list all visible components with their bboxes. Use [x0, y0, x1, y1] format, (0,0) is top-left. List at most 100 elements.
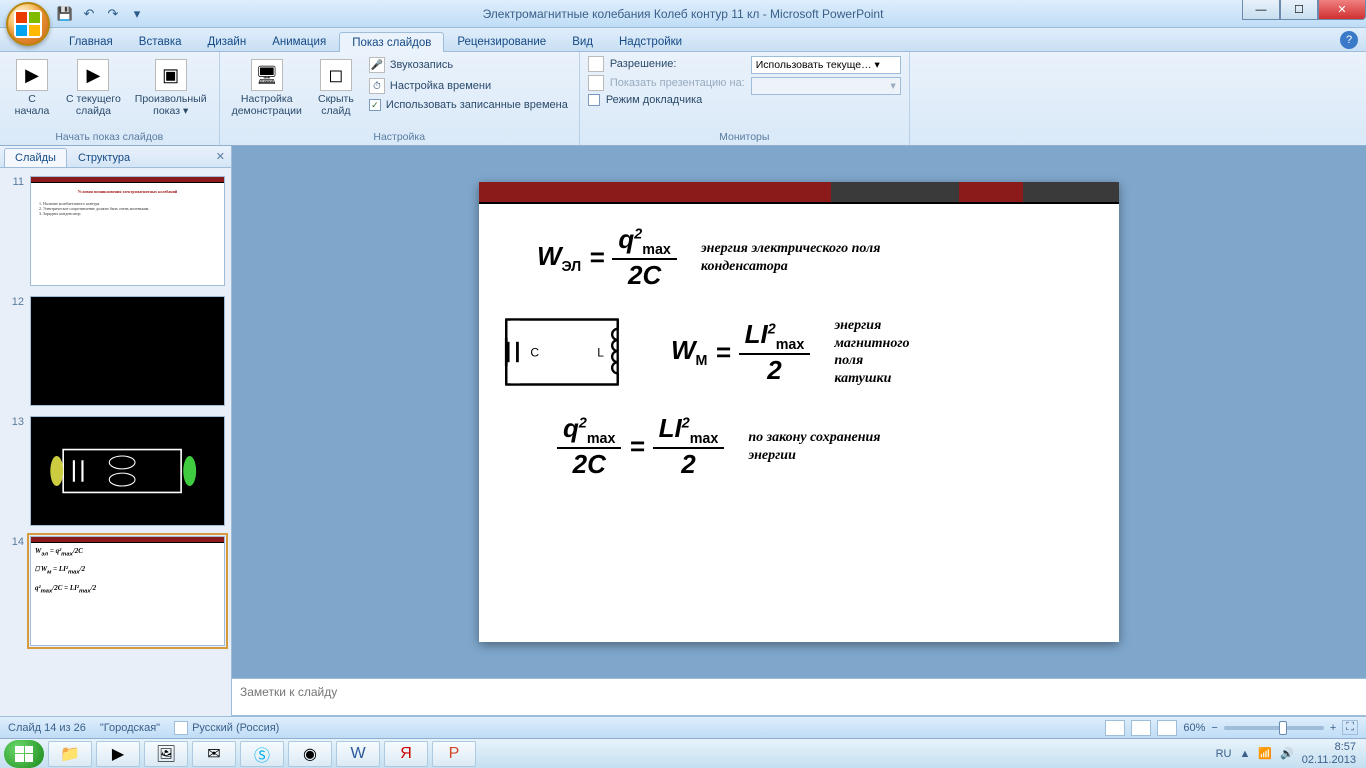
hide-slide-icon: ◻: [320, 59, 352, 91]
save-icon[interactable]: 💾: [56, 5, 74, 23]
tab-design[interactable]: Дизайн: [195, 31, 260, 51]
formula-electric-energy: WЭЛ = q2max 2C: [537, 224, 677, 291]
taskbar-chrome[interactable]: ◉: [288, 741, 332, 767]
slide-decorative-band: [479, 182, 1119, 204]
custom-show-button[interactable]: ▣ Произвольный показ ▾: [131, 56, 211, 120]
thumb-number: 13: [6, 416, 24, 526]
from-current-button[interactable]: ▶ С текущего слайда: [62, 56, 125, 120]
rehearse-timings-button[interactable]: ⏱ Настройка времени: [366, 77, 571, 95]
notes-pane[interactable]: [232, 678, 1366, 716]
sorter-view-button[interactable]: [1131, 720, 1151, 736]
slide-thumbnail-13[interactable]: [30, 416, 225, 526]
thumb-number: 11: [6, 176, 24, 286]
slide-position: Слайд 14 из 26: [8, 722, 86, 734]
titlebar: 💾 ↶ ↷ ▾ Электромагнитные колебания Колеб…: [0, 0, 1366, 28]
tray-flag-icon[interactable]: ▲: [1239, 748, 1250, 760]
zoom-out-button[interactable]: −: [1211, 722, 1217, 734]
office-button[interactable]: [6, 2, 50, 46]
play-icon: ▶: [16, 59, 48, 91]
slide: WЭЛ = q2max 2C энергия электрического по…: [479, 182, 1119, 642]
ribbon-group-setup: 🖥 Настройка демонстрации ◻ Скрыть слайд …: [220, 52, 580, 145]
slideshow-view-button[interactable]: [1157, 720, 1177, 736]
formula-conservation: q2max 2C = LI2max 2: [557, 413, 724, 480]
taskbar-mail[interactable]: ✉: [192, 741, 236, 767]
show-on-select[interactable]: ▾: [751, 77, 901, 95]
formula-label-3: по закону сохранения энергии: [748, 429, 880, 464]
normal-view-button[interactable]: [1105, 720, 1125, 736]
svg-text:L: L: [597, 346, 604, 360]
tab-home[interactable]: Главная: [56, 31, 126, 51]
tab-view[interactable]: Вид: [559, 31, 606, 51]
tray-lang[interactable]: RU: [1216, 748, 1232, 760]
undo-icon[interactable]: ↶: [80, 5, 98, 23]
thumbnail-list: 11 Условия возникновения электромагнитны…: [0, 168, 231, 716]
from-beginning-button[interactable]: ▶ С начала: [8, 56, 56, 120]
tab-addins[interactable]: Надстройки: [606, 31, 695, 51]
zoom-in-button[interactable]: +: [1330, 722, 1336, 734]
maximize-button[interactable]: ☐: [1280, 0, 1318, 20]
start-button[interactable]: [4, 740, 44, 768]
tab-insert[interactable]: Вставка: [126, 31, 195, 51]
panel-tabs: Слайды Структура ✕: [0, 146, 231, 168]
taskbar: 📁 ▶ 🖼 ✉ Ⓢ ◉ W Я P RU ▲ 📶 🔊 8:57 02.11.20…: [0, 738, 1366, 768]
fit-to-window-button[interactable]: ⛶: [1342, 720, 1358, 735]
microphone-icon: 🎤: [369, 57, 385, 73]
slide-thumbnail-12[interactable]: [30, 296, 225, 406]
status-bar: Слайд 14 из 26 "Городская" Русский (Росс…: [0, 716, 1366, 738]
tab-review[interactable]: Рецензирование: [444, 31, 559, 51]
thumb-row[interactable]: 13: [6, 416, 225, 526]
svg-text:C: C: [530, 346, 539, 360]
panel-tab-slides[interactable]: Слайды: [4, 148, 67, 167]
qat-dropdown-icon[interactable]: ▾: [128, 5, 146, 23]
notes-input[interactable]: [240, 685, 1358, 699]
taskbar-explorer[interactable]: 📁: [48, 741, 92, 767]
spellcheck-icon[interactable]: [174, 721, 188, 735]
minimize-button[interactable]: —: [1242, 0, 1280, 20]
setup-show-button[interactable]: 🖥 Настройка демонстрации: [228, 56, 306, 120]
zoom-slider-thumb[interactable]: [1279, 721, 1287, 735]
taskbar-mediaplayer[interactable]: ▶: [96, 741, 140, 767]
taskbar-app[interactable]: 🖼: [144, 741, 188, 767]
taskbar-skype[interactable]: Ⓢ: [240, 741, 284, 767]
resolution-label: Разрешение:: [610, 58, 677, 70]
zoom-slider[interactable]: [1224, 726, 1324, 730]
checkbox-icon: [588, 94, 600, 106]
taskbar-powerpoint[interactable]: P: [432, 741, 476, 767]
work-area: Слайды Структура ✕ 11 Условия возникнове…: [0, 146, 1366, 716]
formula-label-1: энергия электрического поля конденсатора: [701, 240, 881, 275]
ribbon-tabs: Главная Вставка Дизайн Анимация Показ сл…: [0, 28, 1366, 52]
tray-volume-icon[interactable]: 🔊: [1280, 747, 1294, 760]
panel-tab-outline[interactable]: Структура: [67, 148, 141, 167]
hide-slide-button[interactable]: ◻ Скрыть слайд: [312, 56, 360, 120]
help-button[interactable]: ?: [1340, 31, 1358, 49]
quick-access-toolbar: 💾 ↶ ↷ ▾: [56, 5, 146, 23]
tray-clock[interactable]: 8:57 02.11.2013: [1302, 741, 1356, 765]
tray-network-icon[interactable]: 📶: [1258, 747, 1272, 760]
windows-logo-icon: [15, 746, 33, 762]
panel-close-icon[interactable]: ✕: [216, 150, 225, 163]
presenter-view-checkbox[interactable]: Режим докладчика: [588, 94, 745, 106]
record-narration-button[interactable]: 🎤 Звукозапись: [366, 56, 571, 74]
main-view: WЭЛ = q2max 2C энергия электрического по…: [232, 146, 1366, 716]
group-label-monitors: Мониторы: [588, 129, 901, 143]
slide-canvas-area[interactable]: WЭЛ = q2max 2C энергия электрического по…: [232, 146, 1366, 678]
redo-icon[interactable]: ↷: [104, 5, 122, 23]
tab-slideshow[interactable]: Показ слайдов: [339, 32, 444, 52]
ribbon: ▶ С начала ▶ С текущего слайда ▣ Произво…: [0, 52, 1366, 146]
resolution-select[interactable]: Использовать текуще… ▾: [751, 56, 901, 74]
monitor-icon: [588, 56, 604, 72]
theme-name: "Городская": [100, 722, 160, 734]
taskbar-word[interactable]: W: [336, 741, 380, 767]
formula-label-2: энергия магнитного поля катушки: [834, 317, 909, 387]
thumb-row[interactable]: 11 Условия возникновения электромагнитны…: [6, 176, 225, 286]
close-button[interactable]: ✕: [1318, 0, 1366, 20]
thumb-row[interactable]: 14 Wэл = q²max/2C ⎕ Wм = LI²max/2 q²max/…: [6, 536, 225, 646]
slide-thumbnail-11[interactable]: Условия возникновения электромагнитных к…: [30, 176, 225, 286]
use-timings-checkbox[interactable]: ✓ Использовать записанные времена: [366, 98, 571, 112]
language-indicator[interactable]: Русский (Россия): [192, 722, 279, 734]
slides-panel: Слайды Структура ✕ 11 Условия возникнове…: [0, 146, 232, 716]
tab-animation[interactable]: Анимация: [259, 31, 339, 51]
show-on-label: Показать презентацию на:: [610, 77, 745, 89]
taskbar-yandex[interactable]: Я: [384, 741, 428, 767]
thumb-row[interactable]: 12: [6, 296, 225, 406]
